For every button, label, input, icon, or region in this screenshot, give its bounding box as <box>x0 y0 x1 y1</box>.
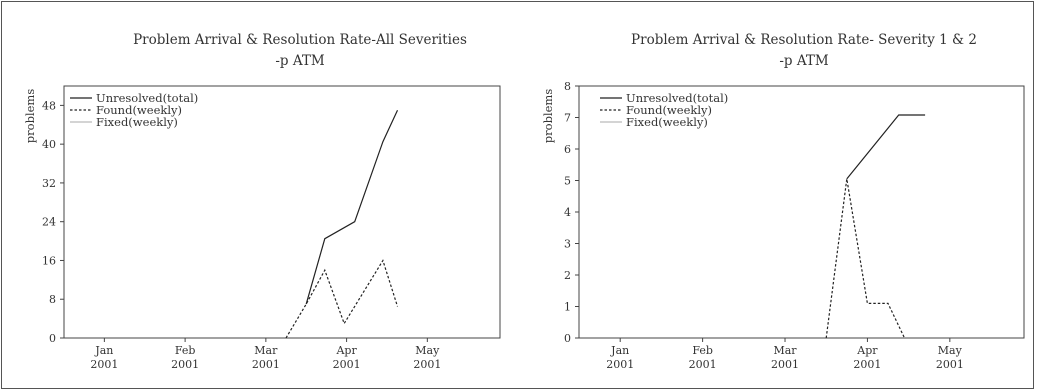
y-tick-label: 3 <box>564 238 571 251</box>
y-tick-label: 6 <box>564 143 571 156</box>
x-tick-year-label: 2001 <box>606 358 634 371</box>
series-line-2 <box>285 259 399 339</box>
series-line-2 <box>825 178 906 339</box>
y-tick-label: 5 <box>564 175 571 188</box>
series-line-1 <box>846 114 926 180</box>
chart-title: Problem Arrival & Resolution Rate-All Se… <box>133 32 467 48</box>
plot-area <box>63 85 501 339</box>
x-tick-year-label: 2001 <box>936 358 964 371</box>
x-tick-month-label: Mar <box>254 344 278 357</box>
y-tick-label: 4 <box>564 206 571 219</box>
x-tick-month-label: Jan <box>94 344 113 357</box>
series-line-1 <box>305 109 399 305</box>
chart-1: Problem Arrival & Resolution Rate-All Se… <box>23 32 501 371</box>
y-tick-label: 1 <box>564 301 571 314</box>
y-tick-label: 48 <box>42 99 56 112</box>
y-tick-label: 8 <box>564 80 571 93</box>
y-axis-label: problems <box>541 89 555 144</box>
legend-entry-label: Unresolved(total) <box>96 91 198 105</box>
y-tick-label: 7 <box>564 112 571 125</box>
x-tick-year-label: 2001 <box>853 358 881 371</box>
x-tick-year-label: 2001 <box>333 358 361 371</box>
x-tick-month-label: Mar <box>773 344 797 357</box>
y-axis-label: problems <box>23 89 37 144</box>
chart-subtitle: -p ATM <box>275 53 325 69</box>
legend-entry-label: Fixed(weekly) <box>626 115 708 129</box>
y-tick-label: 40 <box>42 138 56 151</box>
y-tick-label: 24 <box>42 216 56 229</box>
x-tick-year-label: 2001 <box>171 358 199 371</box>
y-tick-label: 16 <box>42 254 56 267</box>
x-tick-year-label: 2001 <box>252 358 280 371</box>
y-tick-label: 32 <box>42 177 56 190</box>
x-tick-year-label: 2001 <box>689 358 717 371</box>
legend-entry-label: Fixed(weekly) <box>96 115 178 129</box>
x-tick-month-label: May <box>938 344 963 357</box>
y-tick-label: 8 <box>49 293 56 306</box>
x-tick-month-label: Feb <box>692 344 713 357</box>
legend-entry-label: Found(weekly) <box>96 103 182 117</box>
x-tick-month-label: Feb <box>175 344 196 357</box>
x-tick-year-label: 2001 <box>771 358 799 371</box>
y-tick-label: 0 <box>49 332 56 345</box>
legend-entry-label: Found(weekly) <box>626 103 712 117</box>
x-tick-year-label: 2001 <box>413 358 441 371</box>
y-tick-label: 0 <box>564 332 571 345</box>
legend-entry-label: Unresolved(total) <box>626 91 728 105</box>
x-tick-month-label: Jan <box>610 344 629 357</box>
x-tick-month-label: May <box>415 344 440 357</box>
x-tick-year-label: 2001 <box>90 358 118 371</box>
y-tick-label: 2 <box>564 269 571 282</box>
x-tick-month-label: Apr <box>856 344 878 357</box>
chart-subtitle: -p ATM <box>779 53 829 69</box>
x-tick-month-label: Apr <box>335 344 357 357</box>
chart-2: Problem Arrival & Resolution Rate- Sever… <box>541 32 1025 371</box>
chart-title: Problem Arrival & Resolution Rate- Sever… <box>631 32 977 48</box>
